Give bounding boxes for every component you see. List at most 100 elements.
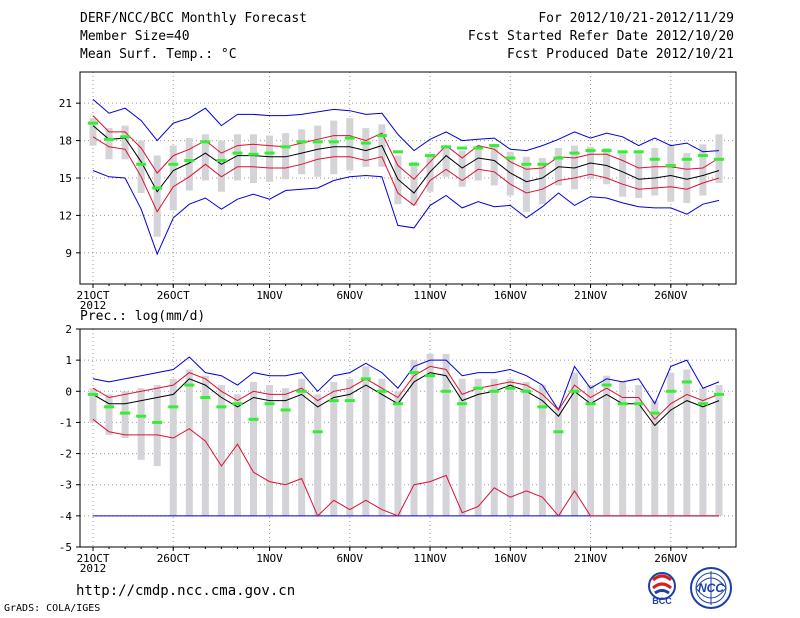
obs-marker xyxy=(136,414,147,418)
spread-box xyxy=(490,378,498,516)
obs-marker xyxy=(681,380,692,384)
spread-box xyxy=(346,118,354,171)
spread-box xyxy=(330,381,338,516)
spread-box xyxy=(442,353,450,516)
spread-box xyxy=(169,378,177,516)
spread-box xyxy=(121,391,129,438)
obs-marker xyxy=(392,150,403,154)
spread-box xyxy=(619,381,627,516)
obs-marker xyxy=(120,135,131,139)
obs-marker xyxy=(168,405,179,409)
sd-high-line xyxy=(92,365,720,421)
y-tick-label: 9 xyxy=(65,247,72,260)
spread-box xyxy=(153,155,161,237)
obs-marker xyxy=(88,121,98,125)
spread-box xyxy=(426,155,434,192)
spread-box xyxy=(667,145,675,202)
obs-marker xyxy=(585,402,596,406)
spread-box xyxy=(266,135,274,182)
x-tick-label: 1NOV xyxy=(256,289,283,302)
spread-box xyxy=(314,125,322,177)
obs-marker xyxy=(457,146,468,150)
obs-marker xyxy=(585,149,596,153)
spread-box xyxy=(330,120,338,175)
obs-marker xyxy=(425,154,436,158)
obs-marker xyxy=(409,162,419,166)
obs-marker xyxy=(136,162,147,166)
spread-box xyxy=(250,134,257,183)
spread-box xyxy=(217,140,225,192)
spread-box xyxy=(522,156,530,212)
spread-box xyxy=(250,381,257,516)
spread-box xyxy=(442,145,450,177)
obs-marker xyxy=(473,146,484,150)
spread-box xyxy=(410,161,418,206)
obs-marker xyxy=(553,430,564,434)
spread-box xyxy=(651,400,659,516)
x-tick-label: 16NOV xyxy=(494,289,527,302)
spread-box xyxy=(587,385,595,516)
spread-box xyxy=(635,153,643,198)
y-tick-label: 18 xyxy=(59,135,72,148)
sd-low-line xyxy=(92,418,719,517)
x-tick-label: 2012 xyxy=(80,562,107,575)
sd-low-line xyxy=(92,136,720,213)
obs-marker xyxy=(617,402,628,406)
obs-marker xyxy=(360,141,371,145)
spread-box xyxy=(474,145,482,181)
spread-box xyxy=(619,150,627,197)
obs-marker xyxy=(601,383,612,387)
spread-box xyxy=(490,144,498,186)
spread-box xyxy=(89,388,97,423)
spread-box xyxy=(185,369,193,516)
y-tick-label: -4 xyxy=(59,510,73,523)
y-tick-label: -2 xyxy=(59,448,72,461)
obs-marker xyxy=(649,411,660,415)
obs-marker xyxy=(88,392,98,396)
obs-marker xyxy=(489,389,500,393)
x-tick-label: 11NOV xyxy=(413,289,446,302)
spread-box xyxy=(185,138,193,191)
title-line-2: Member Size=40 xyxy=(80,29,190,44)
spread-box xyxy=(282,133,290,180)
x-tick-label: 6NOV xyxy=(337,289,364,302)
obs-marker xyxy=(200,396,211,400)
spread-box xyxy=(105,394,113,435)
obs-marker xyxy=(248,152,259,156)
obs-marker xyxy=(264,402,275,406)
bcc-logo: BCC xyxy=(641,568,683,608)
produced-date: Fcst Produced Date 2012/10/21 xyxy=(507,47,734,62)
spread-box xyxy=(217,385,225,516)
spread-box xyxy=(169,145,177,211)
obs-marker xyxy=(312,140,323,144)
obs-marker xyxy=(489,144,500,148)
x-tick-label: 21OCT xyxy=(76,289,109,302)
ncc-logo: NCC xyxy=(688,566,734,610)
obs-marker xyxy=(184,159,195,163)
x-tick-label: 6NOV xyxy=(337,552,364,565)
x-tick-label: 2012 xyxy=(80,299,107,312)
x-tick-label: 21NOV xyxy=(574,289,607,302)
obs-marker xyxy=(537,162,548,166)
title-line-1: DERF/NCC/BCC Monthly Forecast xyxy=(80,11,307,26)
spread-box xyxy=(458,378,466,516)
obs-marker xyxy=(441,145,452,149)
obs-marker xyxy=(280,408,291,412)
y-tick-label: -1 xyxy=(59,416,72,429)
website-url[interactable]: http://cmdp.ncc.cma.gov.cn xyxy=(76,583,296,599)
obs-marker xyxy=(601,149,612,153)
max-line xyxy=(92,99,720,153)
x-tick-label: 21OCT xyxy=(76,552,109,565)
obs-marker xyxy=(713,392,724,396)
obs-marker xyxy=(441,389,452,393)
spread-box xyxy=(201,375,209,516)
spread-box xyxy=(105,128,113,160)
spread-box xyxy=(683,369,691,516)
ensemble-mean-line xyxy=(92,125,720,194)
grads-credit: GrADS: COLA/IGES xyxy=(4,603,101,614)
spread-box xyxy=(298,378,306,516)
plot-frame xyxy=(79,328,737,548)
obs-marker xyxy=(296,140,307,144)
precip-title: Prec.: log(mm/d) xyxy=(80,309,206,324)
spread-box xyxy=(699,144,707,196)
